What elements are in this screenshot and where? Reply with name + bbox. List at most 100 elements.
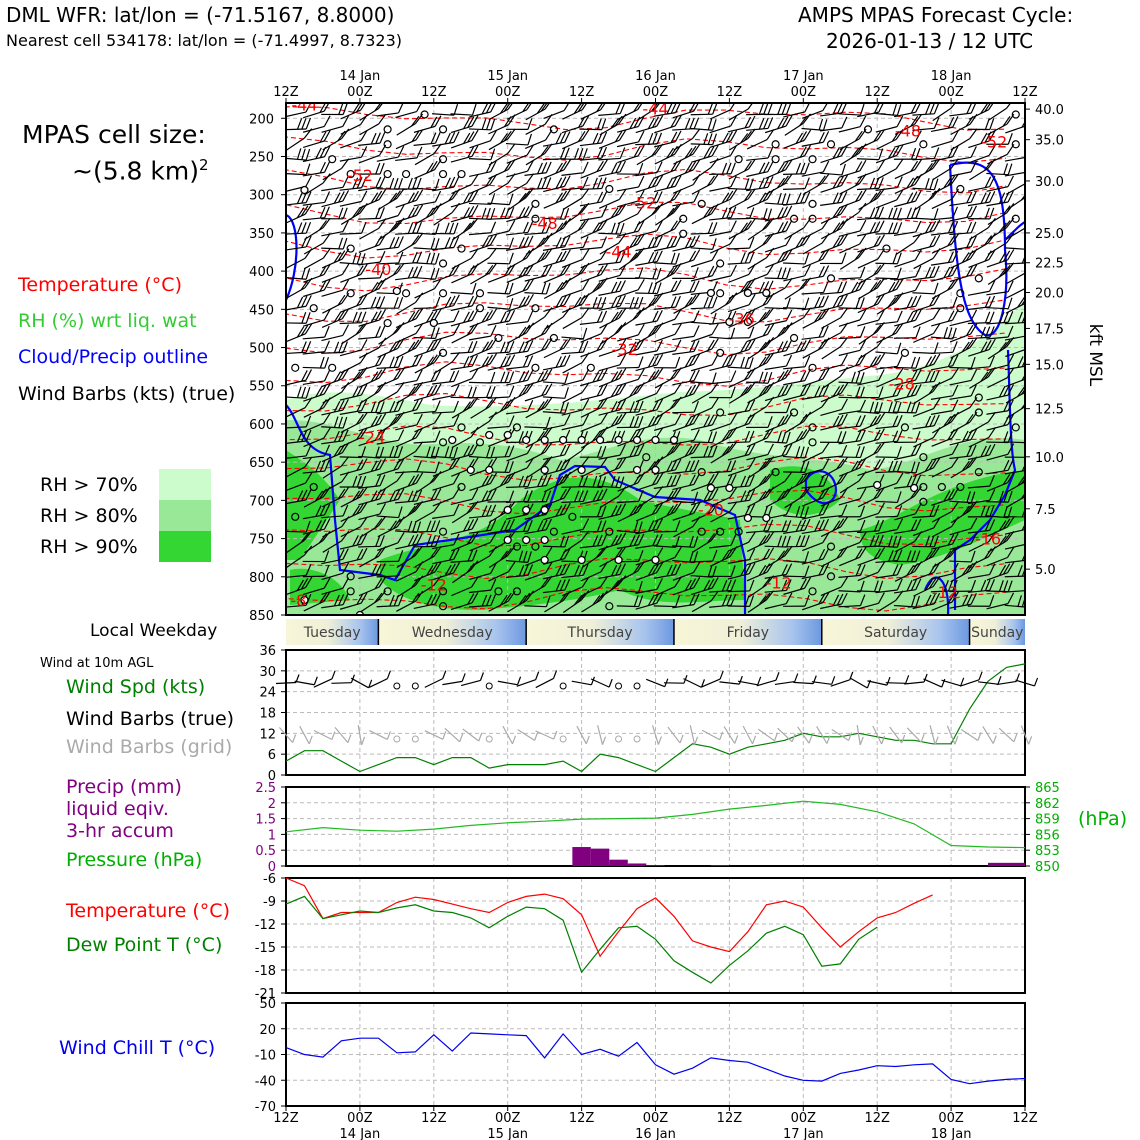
wind-barb-flag — [615, 295, 622, 308]
wind-barb-flag — [721, 192, 730, 204]
wind-barb-flag — [614, 414, 623, 426]
wind-barb-flag — [943, 177, 952, 189]
wind-barb-flag — [840, 174, 849, 186]
wind-barb-flag — [342, 593, 349, 605]
wind-barb-flag — [527, 205, 534, 217]
wind-barb-flag — [541, 369, 549, 382]
wind-barb-true — [830, 679, 850, 687]
wind-barb-grid — [667, 726, 681, 744]
wind-barb-shaft — [468, 128, 492, 131]
wind-barb-flag — [767, 372, 773, 384]
wind-barb-flag — [638, 296, 644, 309]
wind-barb-flag — [929, 535, 935, 547]
temperature-contour-label: -44 — [605, 242, 631, 261]
wind-barb-flag — [467, 295, 474, 308]
wind-barb-flag — [467, 355, 474, 367]
wind-barb-shaft — [949, 232, 972, 236]
wind-barb-flag — [463, 192, 471, 204]
wind-barb-flag — [305, 488, 312, 501]
wind-barb-flag — [467, 519, 475, 531]
wind-barb-flag — [984, 235, 993, 246]
calm-wind-grid-marker — [485, 735, 493, 743]
wind-barb-flag — [633, 116, 641, 128]
wind-barb-flag — [637, 144, 645, 157]
temperature-contour — [286, 299, 1007, 323]
wind-barb-flag — [338, 594, 345, 606]
wind-barb-flag — [412, 222, 418, 234]
wind-barb-flag — [398, 296, 404, 309]
wind-barb-shaft — [783, 366, 806, 370]
wind-barb-flag — [374, 190, 383, 202]
wind-barb-flag — [305, 117, 312, 130]
wind-barb-flag — [301, 191, 308, 204]
wind-barb-flag — [305, 576, 313, 588]
wind-barb-flag — [430, 252, 436, 265]
wind-barb-grid-flag — [553, 730, 558, 740]
wind-barb-flag — [795, 237, 804, 249]
wind-barb-flag — [859, 278, 867, 290]
wind-barb-flag — [600, 263, 608, 275]
wind-barb-shaft — [395, 110, 417, 118]
wind-barb-shaft — [450, 113, 473, 116]
wind-barb-flag — [580, 441, 590, 452]
wind-barb-flag — [766, 188, 775, 200]
wind-barb-flag — [489, 545, 498, 557]
wind-barb-flag — [652, 176, 660, 188]
wind-barb-shaft — [488, 182, 509, 196]
calm-wind-marker — [937, 482, 946, 492]
wind-barb-flag — [762, 325, 770, 337]
wind-barb-shaft — [450, 215, 473, 223]
wind-barb-shaft — [303, 319, 325, 327]
pressure-tick-label: 550 — [249, 380, 274, 395]
wind-barb-shaft — [358, 261, 381, 266]
wind-barb-flag — [748, 548, 756, 560]
wind-barb-flag — [878, 534, 884, 547]
calm-wind-marker — [300, 185, 309, 195]
wind-barb-flag — [582, 248, 590, 260]
calm-wind-marker — [808, 363, 817, 372]
kft-tick-label: 10.0 — [1035, 451, 1064, 466]
wind-barb-flag — [540, 443, 549, 455]
wind-barb-flag — [693, 383, 701, 395]
wind-barb-flag — [1007, 190, 1014, 203]
wind-barb-shaft — [561, 187, 584, 191]
wind-barb-shaft — [487, 202, 510, 206]
wind-barb-flag — [559, 504, 567, 516]
wind-barb-flag — [693, 593, 700, 605]
wind-barb-flag — [674, 413, 682, 425]
wind-barb-shaft — [747, 406, 767, 419]
wind-barb-flag — [800, 370, 807, 382]
cell-size-value: ~(5.8 km)2 — [72, 156, 209, 185]
wind-barb-flag — [896, 578, 903, 591]
wind-barb-shaft — [913, 318, 934, 328]
wind-barb-flag — [581, 456, 590, 467]
wind-barb-flag — [822, 368, 830, 380]
wind-barb-shaft — [1005, 227, 1025, 240]
wind-barb-flag — [466, 324, 475, 336]
wind-barb-flag — [619, 251, 626, 263]
wind-barb-flag — [688, 443, 697, 455]
wind-barb-flag — [319, 592, 327, 604]
wind-barb-flag — [504, 265, 512, 277]
wind-barb-shaft — [856, 530, 879, 534]
wind-barb-flag — [305, 268, 311, 280]
wind-barb-grid-flag — [719, 731, 724, 740]
wind-barb-flag — [518, 192, 527, 203]
wind-barb-flag — [933, 353, 941, 365]
wind-barb-flag — [563, 294, 571, 306]
wind-barb-flag — [947, 413, 956, 425]
wind-barb-shaft — [709, 125, 731, 134]
wind-barb-flag — [970, 323, 978, 335]
wind-barb-flag — [803, 411, 812, 423]
wind-barb-flag — [411, 547, 420, 559]
wind-barb-flag — [913, 232, 922, 243]
wind-barb-flag — [674, 323, 682, 335]
wind-barb-flag — [338, 399, 345, 412]
wind-barb-flag — [577, 264, 586, 276]
wind-barb-flag — [619, 532, 627, 544]
wind-barb-flag — [360, 384, 368, 396]
pressure-ytick-label: 865 — [1035, 781, 1060, 796]
wind-barb-flag — [614, 115, 623, 127]
wind-barb-flag — [322, 217, 331, 229]
